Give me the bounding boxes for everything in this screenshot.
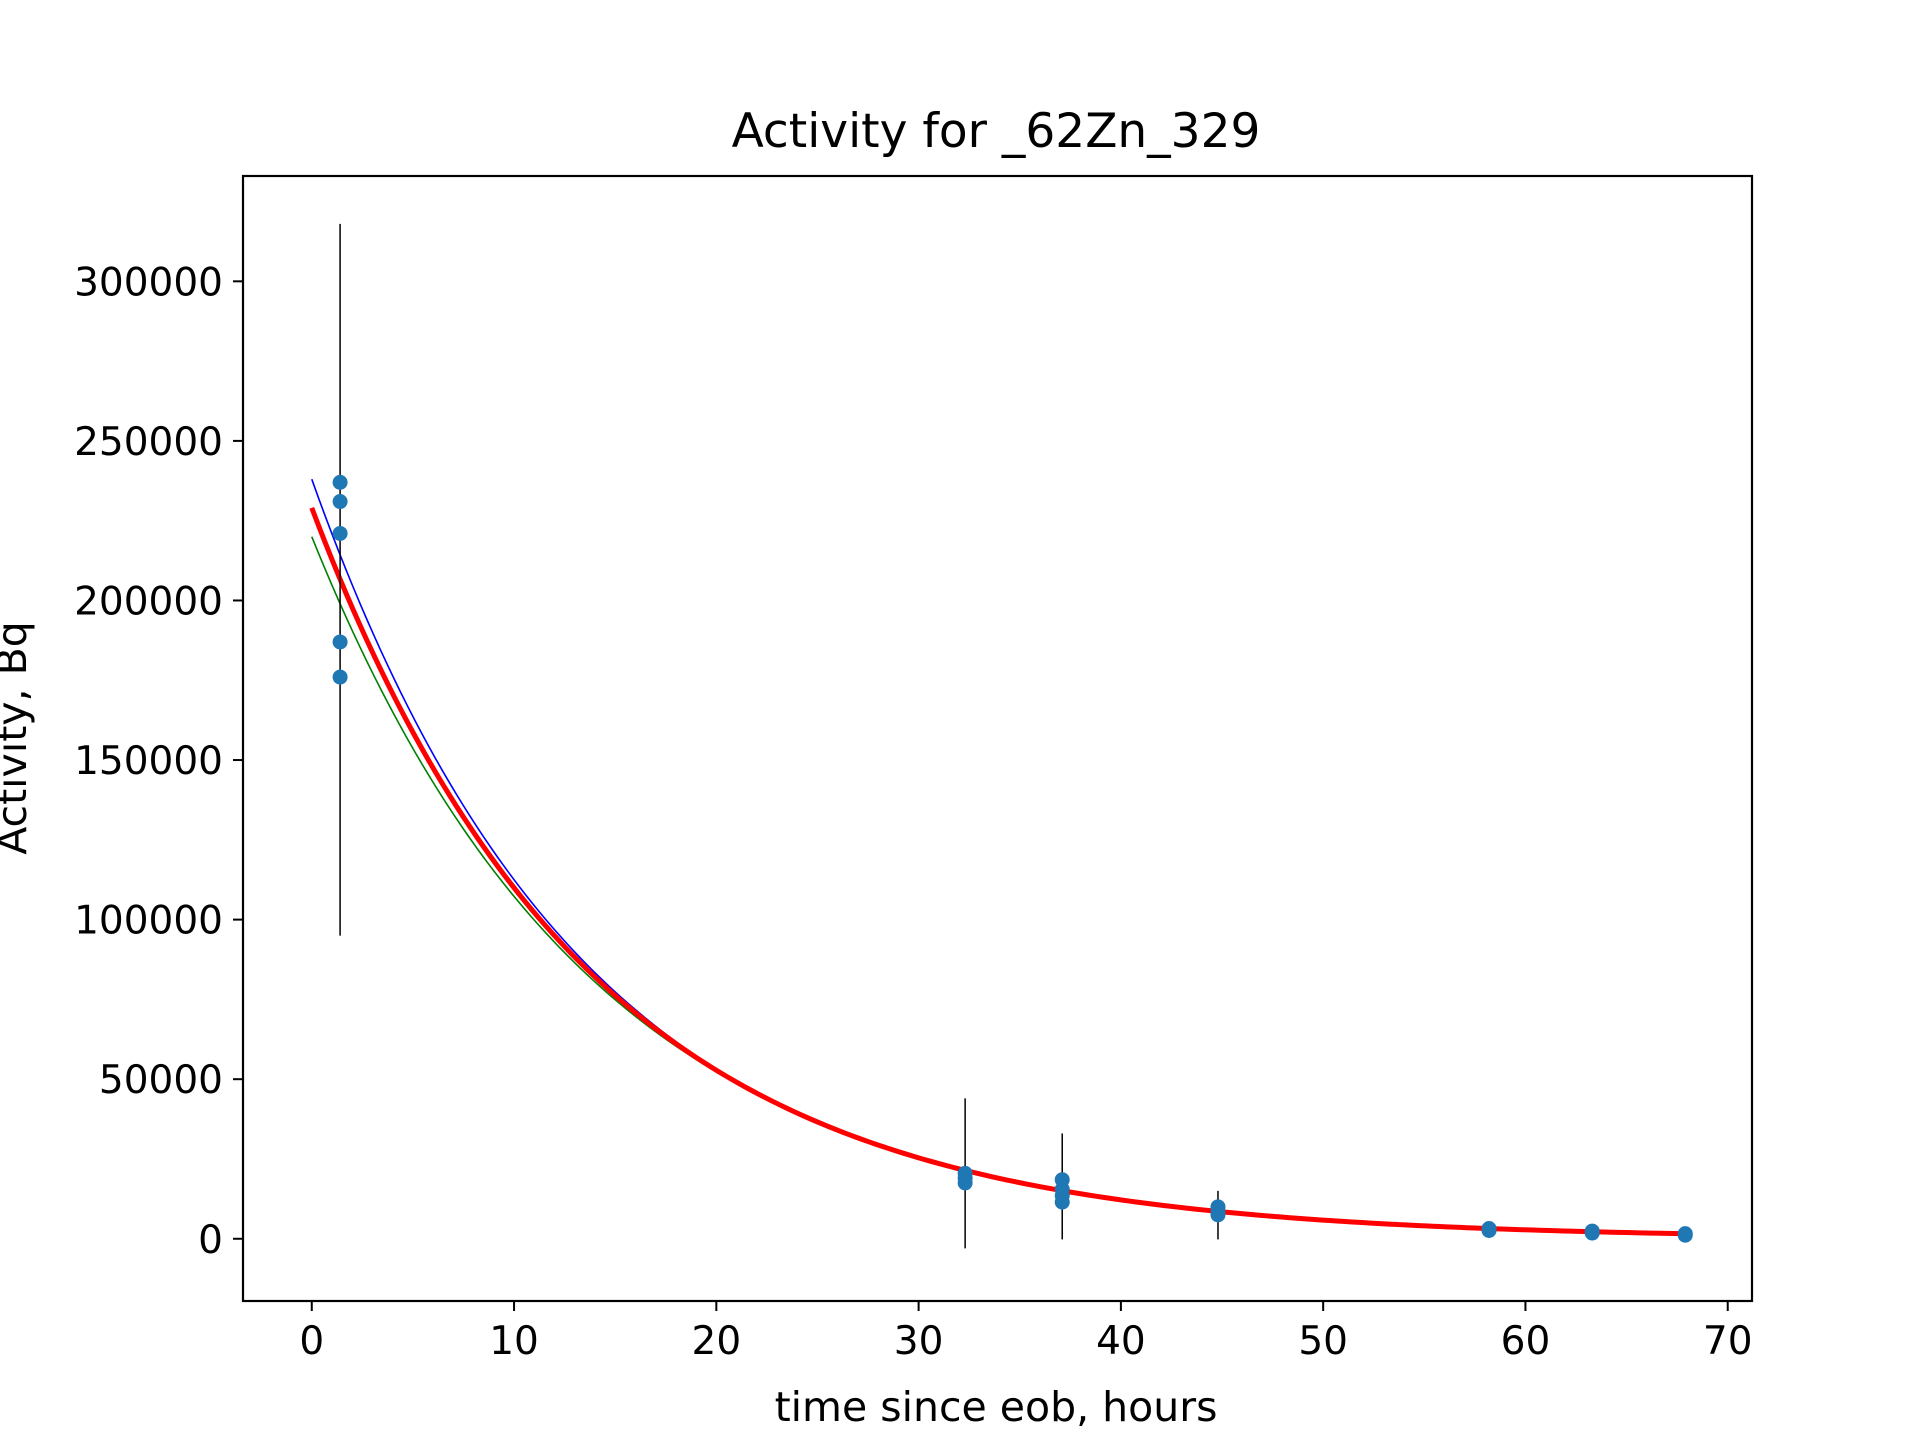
y-tick-label: 200000: [74, 579, 223, 624]
y-tick-label: 150000: [74, 739, 223, 784]
x-tick-label: 0: [299, 1319, 324, 1364]
x-tick-label: 10: [489, 1319, 539, 1364]
x-tick-label: 30: [894, 1319, 944, 1364]
x-axis: 0 10 20 30 40 50 60 70: [299, 1301, 1753, 1364]
data-point: [332, 525, 348, 541]
data-point: [1210, 1207, 1226, 1223]
y-tick-label: 100000: [74, 899, 223, 944]
data-point: [1054, 1194, 1070, 1210]
x-axis-label: time since eob, hours: [775, 1383, 1218, 1431]
y-axis: 0 50000 100000 150000 200000 250000 300000: [74, 260, 243, 1263]
y-tick-label: 300000: [74, 260, 223, 305]
x-tick-label: 20: [692, 1319, 742, 1364]
data-point: [1481, 1222, 1497, 1238]
x-tick-label: 50: [1298, 1319, 1348, 1364]
fit-curve: [309, 507, 1688, 1237]
y-tick-label: 0: [198, 1218, 223, 1263]
data-point: [1584, 1225, 1600, 1241]
axes-frame: [241, 174, 1754, 1303]
x-tick-label: 60: [1501, 1319, 1551, 1364]
data-point: [332, 474, 348, 490]
data-point: [332, 669, 348, 685]
x-tick-label: 40: [1096, 1319, 1146, 1364]
plot-area: [309, 223, 1693, 1249]
x-tick-label: 70: [1703, 1319, 1753, 1364]
chart-title: Activity for _62Zn_329: [732, 104, 1261, 159]
y-tick-label: 50000: [99, 1058, 223, 1103]
y-axis-label: Activity, Bq: [0, 621, 36, 855]
y-tick-label: 250000: [74, 420, 223, 465]
data-point: [332, 634, 348, 650]
data-point: [332, 494, 348, 510]
data-point: [1677, 1227, 1693, 1243]
data-point: [957, 1175, 973, 1191]
